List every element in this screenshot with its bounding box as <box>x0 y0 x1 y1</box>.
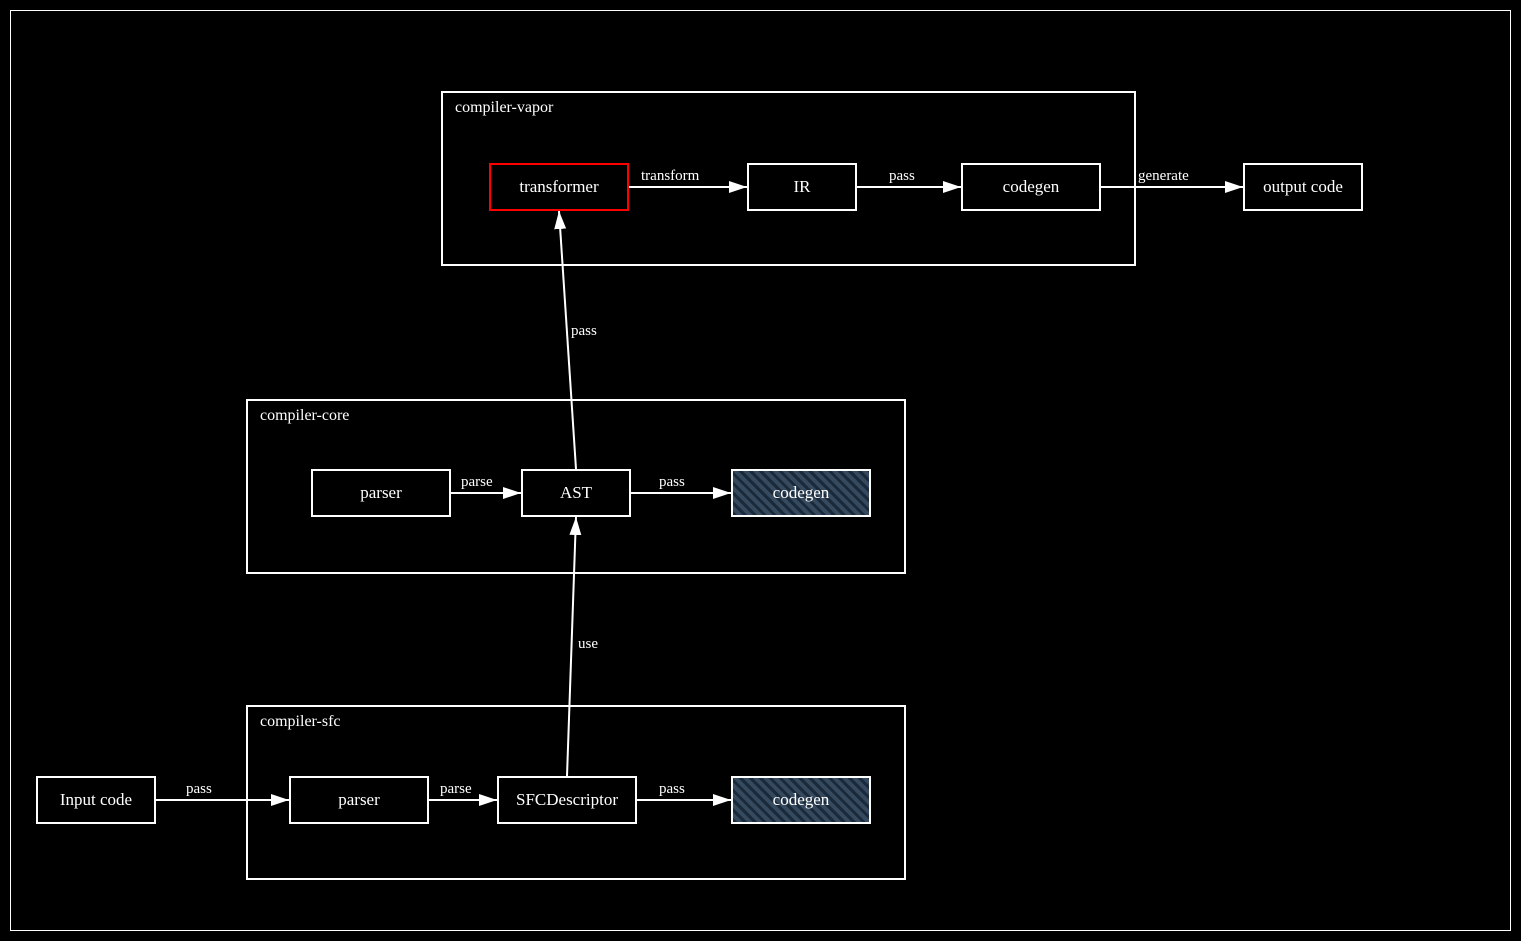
edge-label: pass <box>186 781 212 798</box>
node-label: codegen <box>773 790 830 810</box>
node-label: codegen <box>773 483 830 503</box>
node-output-code: output code <box>1243 163 1363 211</box>
edge-label: pass <box>659 474 685 491</box>
node-sfc-parser: parser <box>289 776 429 824</box>
node-vapor-codegen: codegen <box>961 163 1101 211</box>
diagram-canvas: compiler-vapor compiler-core compiler-sf… <box>10 10 1511 931</box>
edge-label: parse <box>440 781 472 798</box>
edge-label: parse <box>461 474 493 491</box>
node-label: parser <box>338 790 380 810</box>
node-ir: IR <box>747 163 857 211</box>
node-sfc-codegen: codegen <box>731 776 871 824</box>
node-core-parser: parser <box>311 469 451 517</box>
node-label: AST <box>560 483 592 503</box>
node-label: parser <box>360 483 402 503</box>
node-label: IR <box>794 177 811 197</box>
node-transformer: transformer <box>489 163 629 211</box>
node-label: Input code <box>60 790 132 810</box>
edge-label: use <box>578 636 598 653</box>
group-label-sfc: compiler-sfc <box>260 713 341 731</box>
group-label-core: compiler-core <box>260 407 349 425</box>
node-label: SFCDescriptor <box>516 790 618 810</box>
node-core-ast: AST <box>521 469 631 517</box>
node-sfc-descriptor: SFCDescriptor <box>497 776 637 824</box>
group-label-vapor: compiler-vapor <box>455 99 553 117</box>
node-label: transformer <box>519 177 598 197</box>
edge-label: generate <box>1138 168 1189 185</box>
node-core-codegen: codegen <box>731 469 871 517</box>
node-label: codegen <box>1003 177 1060 197</box>
edge-label: pass <box>889 168 915 185</box>
edge-label: pass <box>571 323 597 340</box>
node-label: output code <box>1263 177 1343 197</box>
node-input-code: Input code <box>36 776 156 824</box>
edge-label: pass <box>659 781 685 798</box>
edge-label: transform <box>641 168 699 185</box>
